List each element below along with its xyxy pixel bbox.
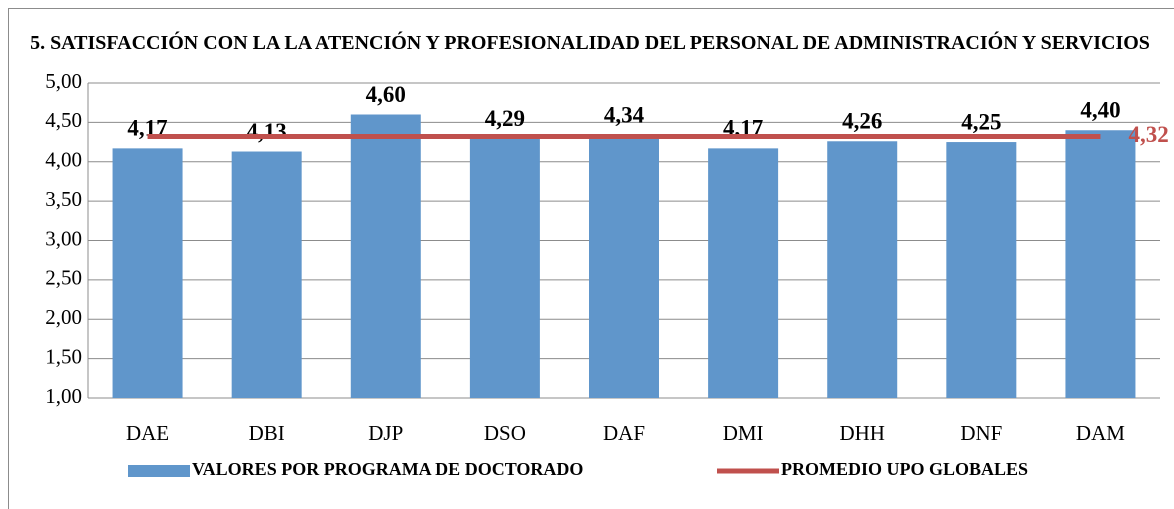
y-tick-label: 3,50	[45, 187, 82, 211]
x-tick-label: DAM	[1076, 421, 1125, 445]
bar	[589, 134, 659, 398]
data-label: 4,26	[842, 109, 882, 134]
x-tick-label: DAF	[603, 421, 645, 445]
bar	[469, 138, 540, 398]
x-tick-label: DHH	[839, 421, 885, 445]
bar	[1065, 130, 1136, 398]
legend-label: PROMEDIO UPO GLOBALES	[781, 459, 1028, 479]
x-tick-label: DBI	[249, 421, 285, 445]
x-tick-label: DJP	[368, 421, 403, 445]
data-label: 4,34	[604, 102, 645, 127]
chart-title: 5. SATISFACCIÓN CON LA LA ATENCIÓN Y PRO…	[30, 32, 1150, 54]
data-label: 4,25	[961, 109, 1001, 134]
data-label: 4,32	[1128, 122, 1168, 147]
x-tick-label: DSO	[484, 421, 526, 445]
y-tick-label: 2,50	[45, 266, 82, 290]
chart-frame	[8, 8, 1174, 509]
bar	[112, 148, 183, 398]
x-tick-label: DNF	[960, 421, 1002, 445]
bar	[350, 114, 421, 398]
bar	[946, 142, 1017, 398]
y-tick-label: 1,50	[45, 344, 82, 368]
y-tick-label: 5,00	[45, 69, 82, 93]
bar	[827, 141, 898, 398]
legend-label: VALORES POR PROGRAMA DE DOCTORADO	[192, 459, 583, 479]
y-tick-label: 4,50	[45, 108, 82, 132]
data-label: 4,13	[247, 119, 287, 144]
y-tick-label: 1,00	[45, 384, 82, 408]
bar	[708, 148, 779, 398]
data-label: 4,40	[1080, 98, 1120, 123]
bar	[231, 151, 302, 398]
data-label: 4,29	[485, 106, 525, 131]
legend-swatch	[128, 465, 190, 477]
y-tick-label: 3,00	[45, 226, 82, 250]
x-tick-label: DMI	[723, 421, 764, 445]
x-tick-label: DAE	[126, 421, 169, 445]
y-tick-label: 4,00	[45, 148, 82, 172]
y-tick-label: 2,00	[45, 305, 82, 329]
data-label: 4,60	[366, 82, 406, 107]
